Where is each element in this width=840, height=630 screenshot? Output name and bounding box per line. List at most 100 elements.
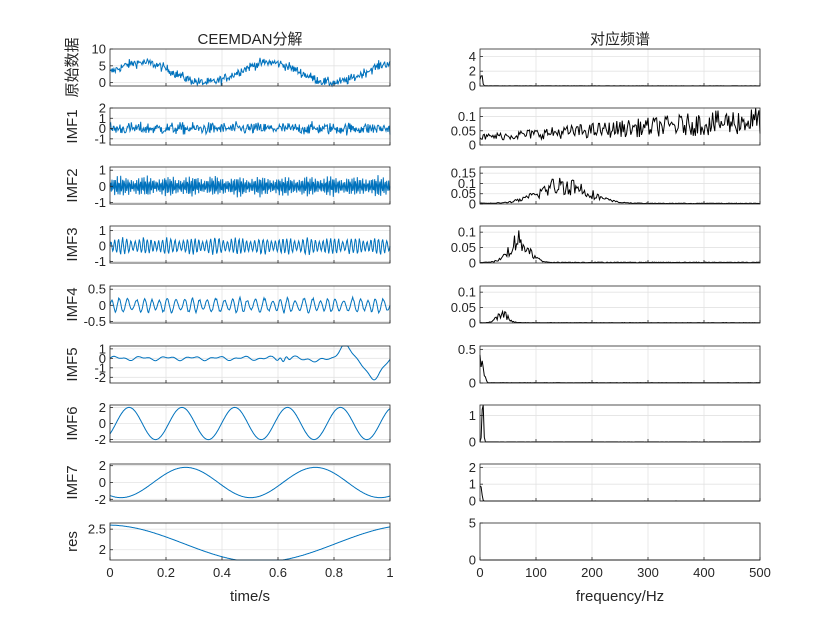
y-axis-label: IMF2 [64, 168, 81, 202]
series-line [479, 177, 761, 205]
x-axis-label: time/s [230, 588, 270, 605]
left-panel-3: -101 IMF2 [64, 163, 391, 210]
y-tick-label: -2 [94, 492, 106, 507]
left-panel-4: -101 IMF3 [64, 223, 391, 269]
panel-frame [109, 285, 391, 324]
left-title: CEEMDAN分解 [197, 31, 302, 48]
panel-frame [109, 166, 391, 205]
right-panel-7: 01 [469, 404, 761, 450]
right-panel-6: 00.5 [458, 342, 761, 391]
right-panel-8: 0 1 2 [469, 460, 761, 509]
y-tick-label: 2 [469, 64, 476, 79]
panel-frame [479, 463, 761, 502]
series-line [109, 175, 391, 198]
series-line [109, 466, 391, 499]
y-tick-label: 0.05 [451, 186, 476, 201]
y-axis-label: IMF4 [64, 287, 81, 321]
y-tick-label: 0 [469, 197, 476, 212]
panel-frame [479, 522, 761, 561]
panel-frame [479, 404, 761, 443]
x-tick-label: 0 [476, 565, 483, 580]
panel-background [480, 226, 760, 263]
panel-frame [479, 225, 761, 264]
x-tick-label: 0.8 [325, 565, 343, 580]
y-tick-label: 0.05 [451, 123, 476, 138]
y-tick-label: -1 [94, 360, 106, 375]
right-panel-2: 00.050.1 [451, 107, 761, 153]
series-line [109, 406, 391, 441]
x-tick-label: 0.4 [213, 565, 231, 580]
y-axis-label: IMF1 [64, 109, 81, 143]
series-line [479, 108, 761, 142]
y-tick-label: 1 [469, 477, 476, 492]
x-axis-label: frequency/Hz [576, 588, 664, 605]
y-axis-label: IMF3 [64, 227, 81, 261]
y-tick-label: 0 [469, 553, 476, 568]
x-tick-label: 200 [581, 565, 603, 580]
y-tick-label: 1 [99, 163, 106, 178]
y-tick-label: 0 [469, 138, 476, 153]
y-tick-label: -0.5 [84, 314, 106, 329]
y-tick-label: 2.5 [88, 522, 106, 537]
y-tick-label: 2 [99, 542, 106, 557]
series-line [109, 237, 391, 256]
x-tick-label: 0.2 [157, 565, 175, 580]
panel-background [110, 286, 390, 323]
panel-background [480, 523, 760, 560]
series-line [109, 121, 391, 136]
y-tick-label: 0.05 [451, 300, 476, 315]
y-tick-label: 0 [99, 475, 106, 490]
right-panel-5: 00.050.1 [451, 285, 761, 331]
y-tick-label: 0.1 [458, 176, 476, 191]
y-tick-label: 0 [99, 298, 106, 313]
left-panel-8: -2 0 2 IMF7 [64, 458, 391, 507]
series-line [109, 295, 391, 315]
y-tick-label: 0 [469, 256, 476, 271]
panel-background [480, 286, 760, 323]
y-tick-label: 0 [99, 75, 106, 90]
panel-frame [109, 522, 391, 561]
y-tick-label: 2 [99, 101, 106, 116]
y-tick-label: 4 [469, 49, 476, 64]
y-axis-label: IMF7 [64, 465, 81, 499]
y-tick-label: -1 [94, 131, 106, 146]
left-panel-9: 2 2.5 res 0 0.2 0.4 0.6 0.8 1 time/s [64, 522, 394, 605]
right-panel-4: 00.050.1 [451, 225, 761, 271]
panel-frame [109, 345, 391, 384]
x-tick-label: 1 [386, 565, 393, 580]
x-tick-label: 400 [693, 565, 715, 580]
panel-background [480, 346, 760, 383]
y-tick-label: 0.1 [458, 285, 476, 300]
right-panel-3: 00.050.10.15 [451, 166, 761, 212]
panel-background [480, 405, 760, 442]
y-tick-label: 0 [469, 316, 476, 331]
panel-frame [479, 345, 761, 384]
panel-frame [479, 48, 761, 87]
right-column: 对应频谱02400.050.100.050.10.1500.050.100.05… [451, 30, 771, 605]
y-tick-label: -2 [94, 370, 106, 385]
left-panel-6: -2-101 IMF5 [64, 341, 391, 385]
x-tick-label: 500 [749, 565, 771, 580]
y-tick-label: -2 [94, 432, 106, 447]
y-tick-label: 1 [99, 341, 106, 356]
left-column: CEEMDAN分解0510原始数据-1012IMF1-101IMF2-101IM… [64, 31, 394, 605]
y-axis-label: 原始数据 [64, 37, 81, 97]
y-tick-label: 0.5 [458, 342, 476, 357]
y-tick-label: 1 [99, 111, 106, 126]
y-tick-label: 0 [469, 79, 476, 94]
y-tick-label: 0 [99, 416, 106, 431]
y-tick-label: 2 [99, 458, 106, 473]
y-tick-label: -1 [94, 254, 106, 269]
y-tick-label: 1 [99, 223, 106, 238]
y-tick-label: 0 [469, 435, 476, 450]
panel-background [110, 523, 390, 560]
right-panel-1: 024 [469, 48, 761, 94]
y-tick-label: 2 [469, 460, 476, 475]
panel-background [110, 346, 390, 383]
y-tick-label: 0.1 [458, 225, 476, 240]
x-tick-label: 0 [106, 565, 113, 580]
panel-background [480, 464, 760, 501]
y-axis-label: IMF6 [64, 406, 81, 440]
